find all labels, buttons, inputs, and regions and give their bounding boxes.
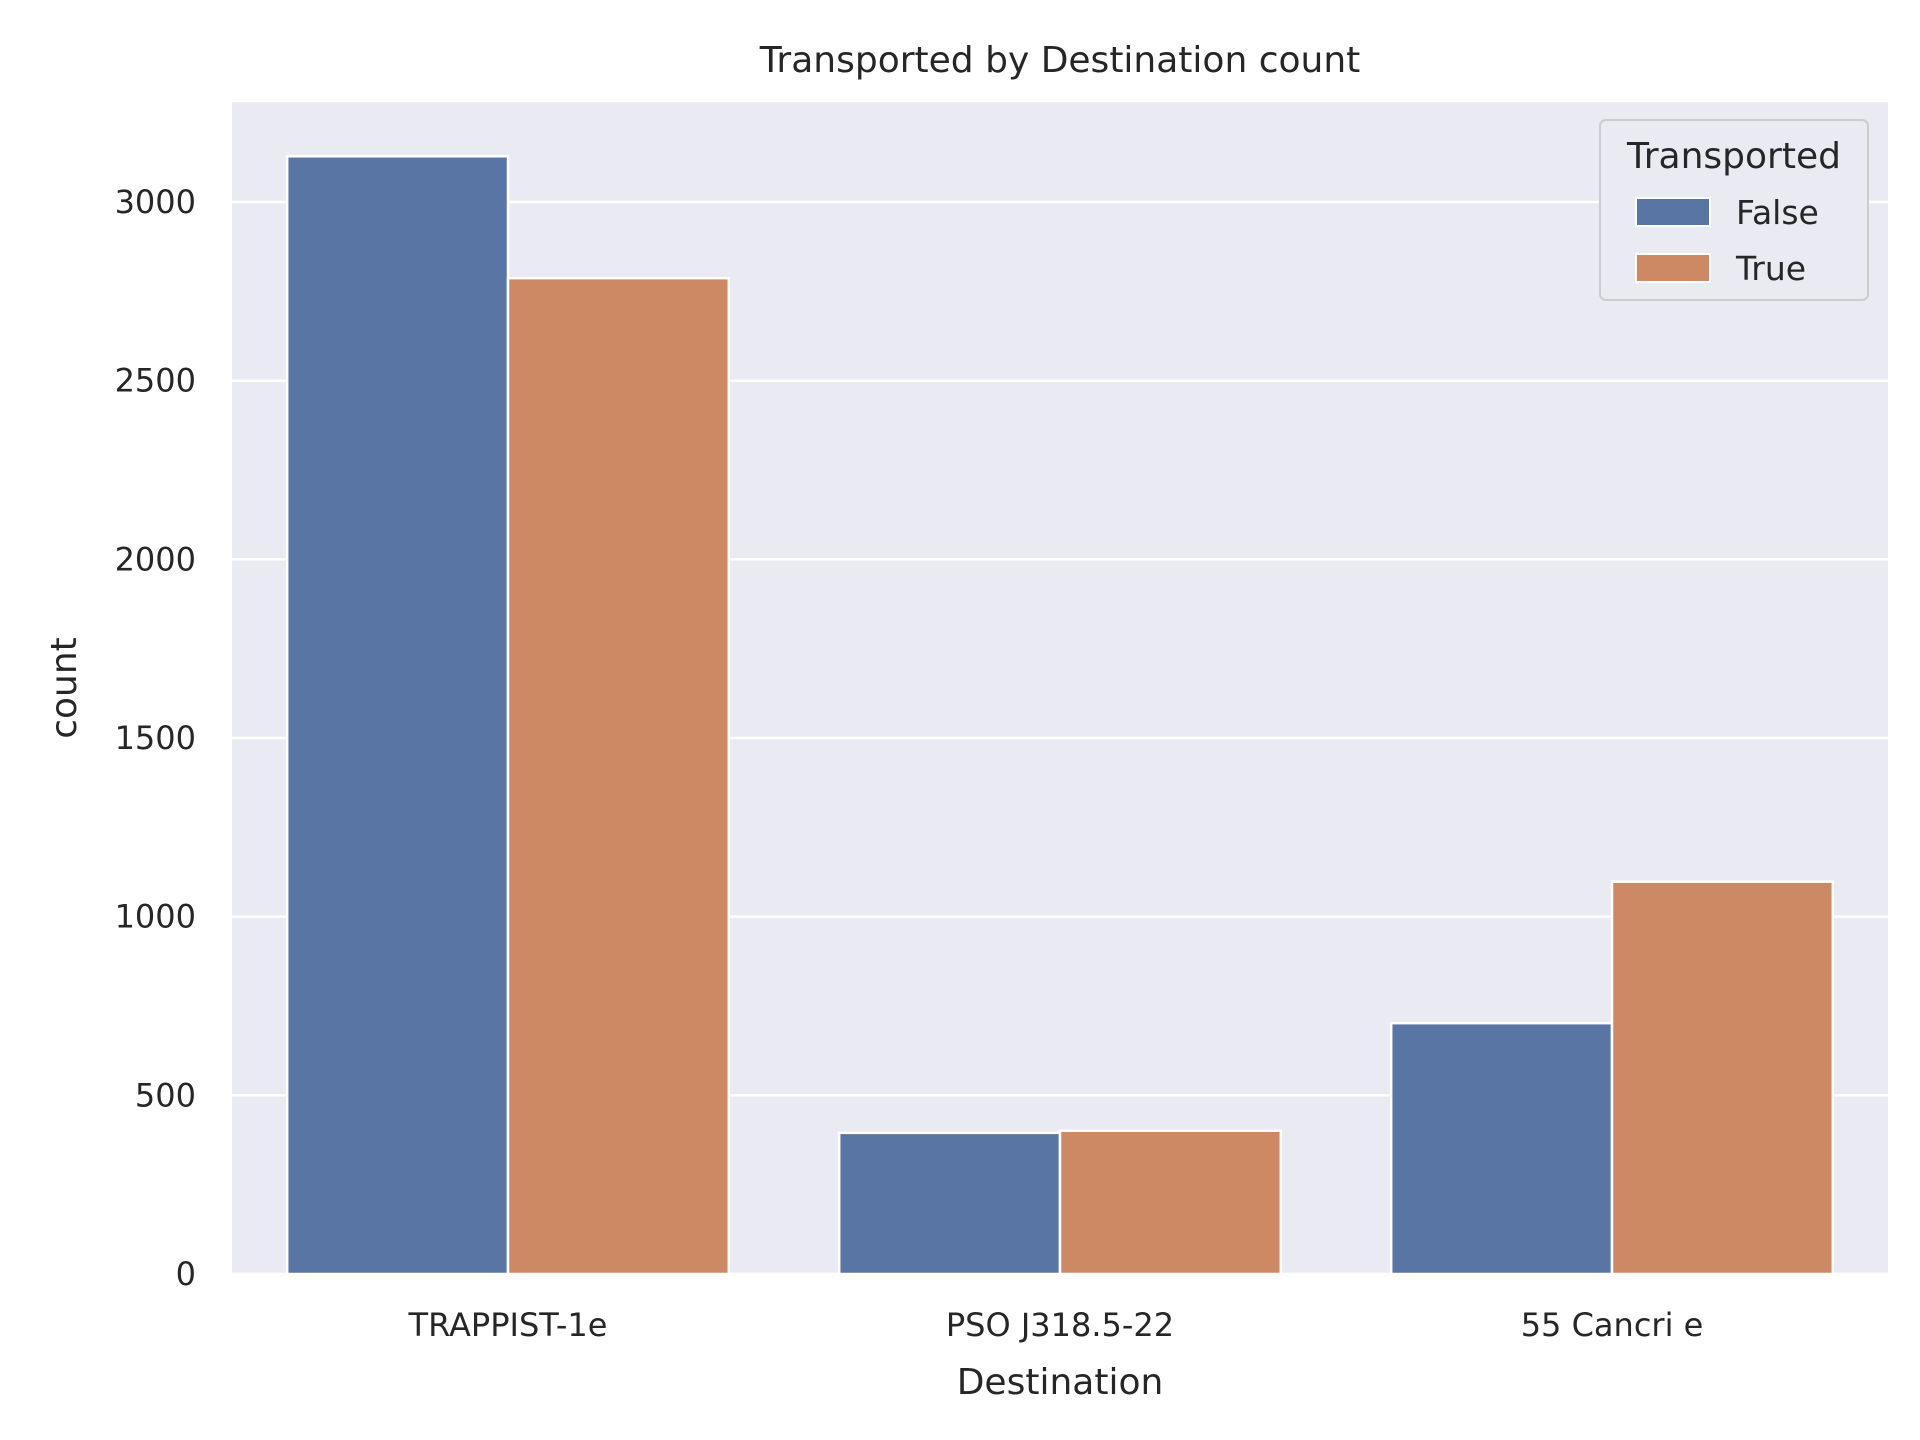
bar-true-2 <box>1610 880 1835 1276</box>
bar-false-0 <box>285 155 510 1276</box>
y-tick-label: 2000 <box>115 540 196 578</box>
bar-true-1 <box>1058 1129 1283 1276</box>
y-tick-label: 0 <box>176 1255 196 1293</box>
legend-title: Transported <box>1626 136 1841 177</box>
chart-title: Transported by Destination count <box>759 40 1361 81</box>
y-tick-label: 1500 <box>115 719 196 757</box>
x-tick-label: PSO J318.5-22 <box>946 1306 1174 1344</box>
legend: Transported False True <box>1599 119 1869 301</box>
legend-label-false: False <box>1736 193 1819 232</box>
x-tick-labels: TRAPPIST-1e PSO J318.5-22 55 Cancri e <box>408 1306 1704 1344</box>
x-tick-label: 55 Cancri e <box>1521 1306 1704 1344</box>
bars <box>285 155 1835 1276</box>
y-tick-labels: 0 500 1000 1500 2000 2500 3000 <box>115 183 196 1293</box>
y-tick-label: 500 <box>135 1076 196 1114</box>
y-tick-label: 2500 <box>115 362 196 400</box>
y-tick-label: 3000 <box>115 183 196 221</box>
legend-swatch-true <box>1635 253 1711 283</box>
y-axis-label: count <box>44 637 85 739</box>
bar-false-2 <box>1389 1021 1614 1276</box>
legend-label-true: True <box>1735 249 1806 288</box>
bar-false-1 <box>837 1131 1062 1276</box>
y-tick-label: 1000 <box>115 898 196 936</box>
bar-true-0 <box>506 276 731 1276</box>
legend-swatch-false <box>1635 197 1711 227</box>
x-axis-label: Destination <box>957 1362 1164 1403</box>
x-tick-label: TRAPPIST-1e <box>408 1306 608 1344</box>
